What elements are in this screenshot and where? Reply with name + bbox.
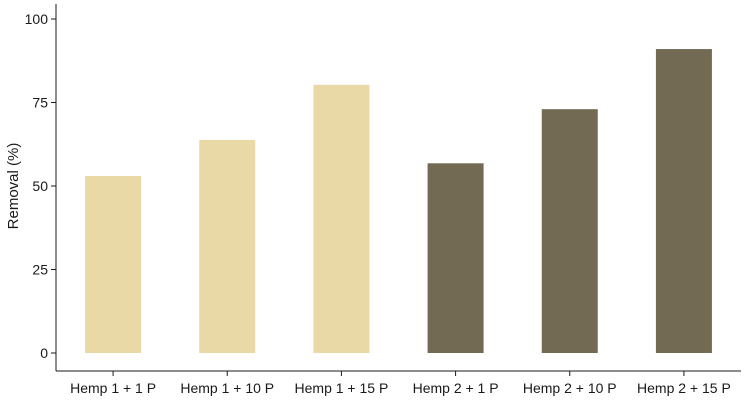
y-axis-title: Removal (%) (5, 143, 22, 230)
bar-6 (655, 49, 712, 354)
y-tick-label: 100 (25, 11, 49, 27)
bar-2 (199, 139, 256, 353)
bar-5 (541, 109, 598, 354)
x-tick-label: Hemp 1 + 15 P (295, 380, 389, 396)
x-tick-label: Hemp 2 + 10 P (523, 380, 617, 396)
x-tick-label: Hemp 2 + 15 P (637, 380, 731, 396)
y-axis: 0 25 50 75 100 (25, 11, 56, 361)
x-tick-label: Hemp 1 + 10 P (180, 380, 274, 396)
x-tick-label: Hemp 1 + 1 P (70, 380, 156, 396)
x-tick-label: Hemp 2 + 1 P (413, 380, 499, 396)
x-axis: Hemp 1 + 1 P Hemp 1 + 10 P Hemp 1 + 15 P He… (70, 371, 731, 396)
bar-1 (85, 175, 142, 353)
y-tick-label: 0 (40, 345, 48, 361)
y-tick-label: 25 (32, 262, 48, 278)
y-tick-label: 75 (32, 95, 48, 111)
bar-4 (427, 163, 484, 353)
bar-3 (313, 84, 370, 353)
y-tick-label: 50 (32, 178, 48, 194)
bars-group (85, 49, 712, 354)
